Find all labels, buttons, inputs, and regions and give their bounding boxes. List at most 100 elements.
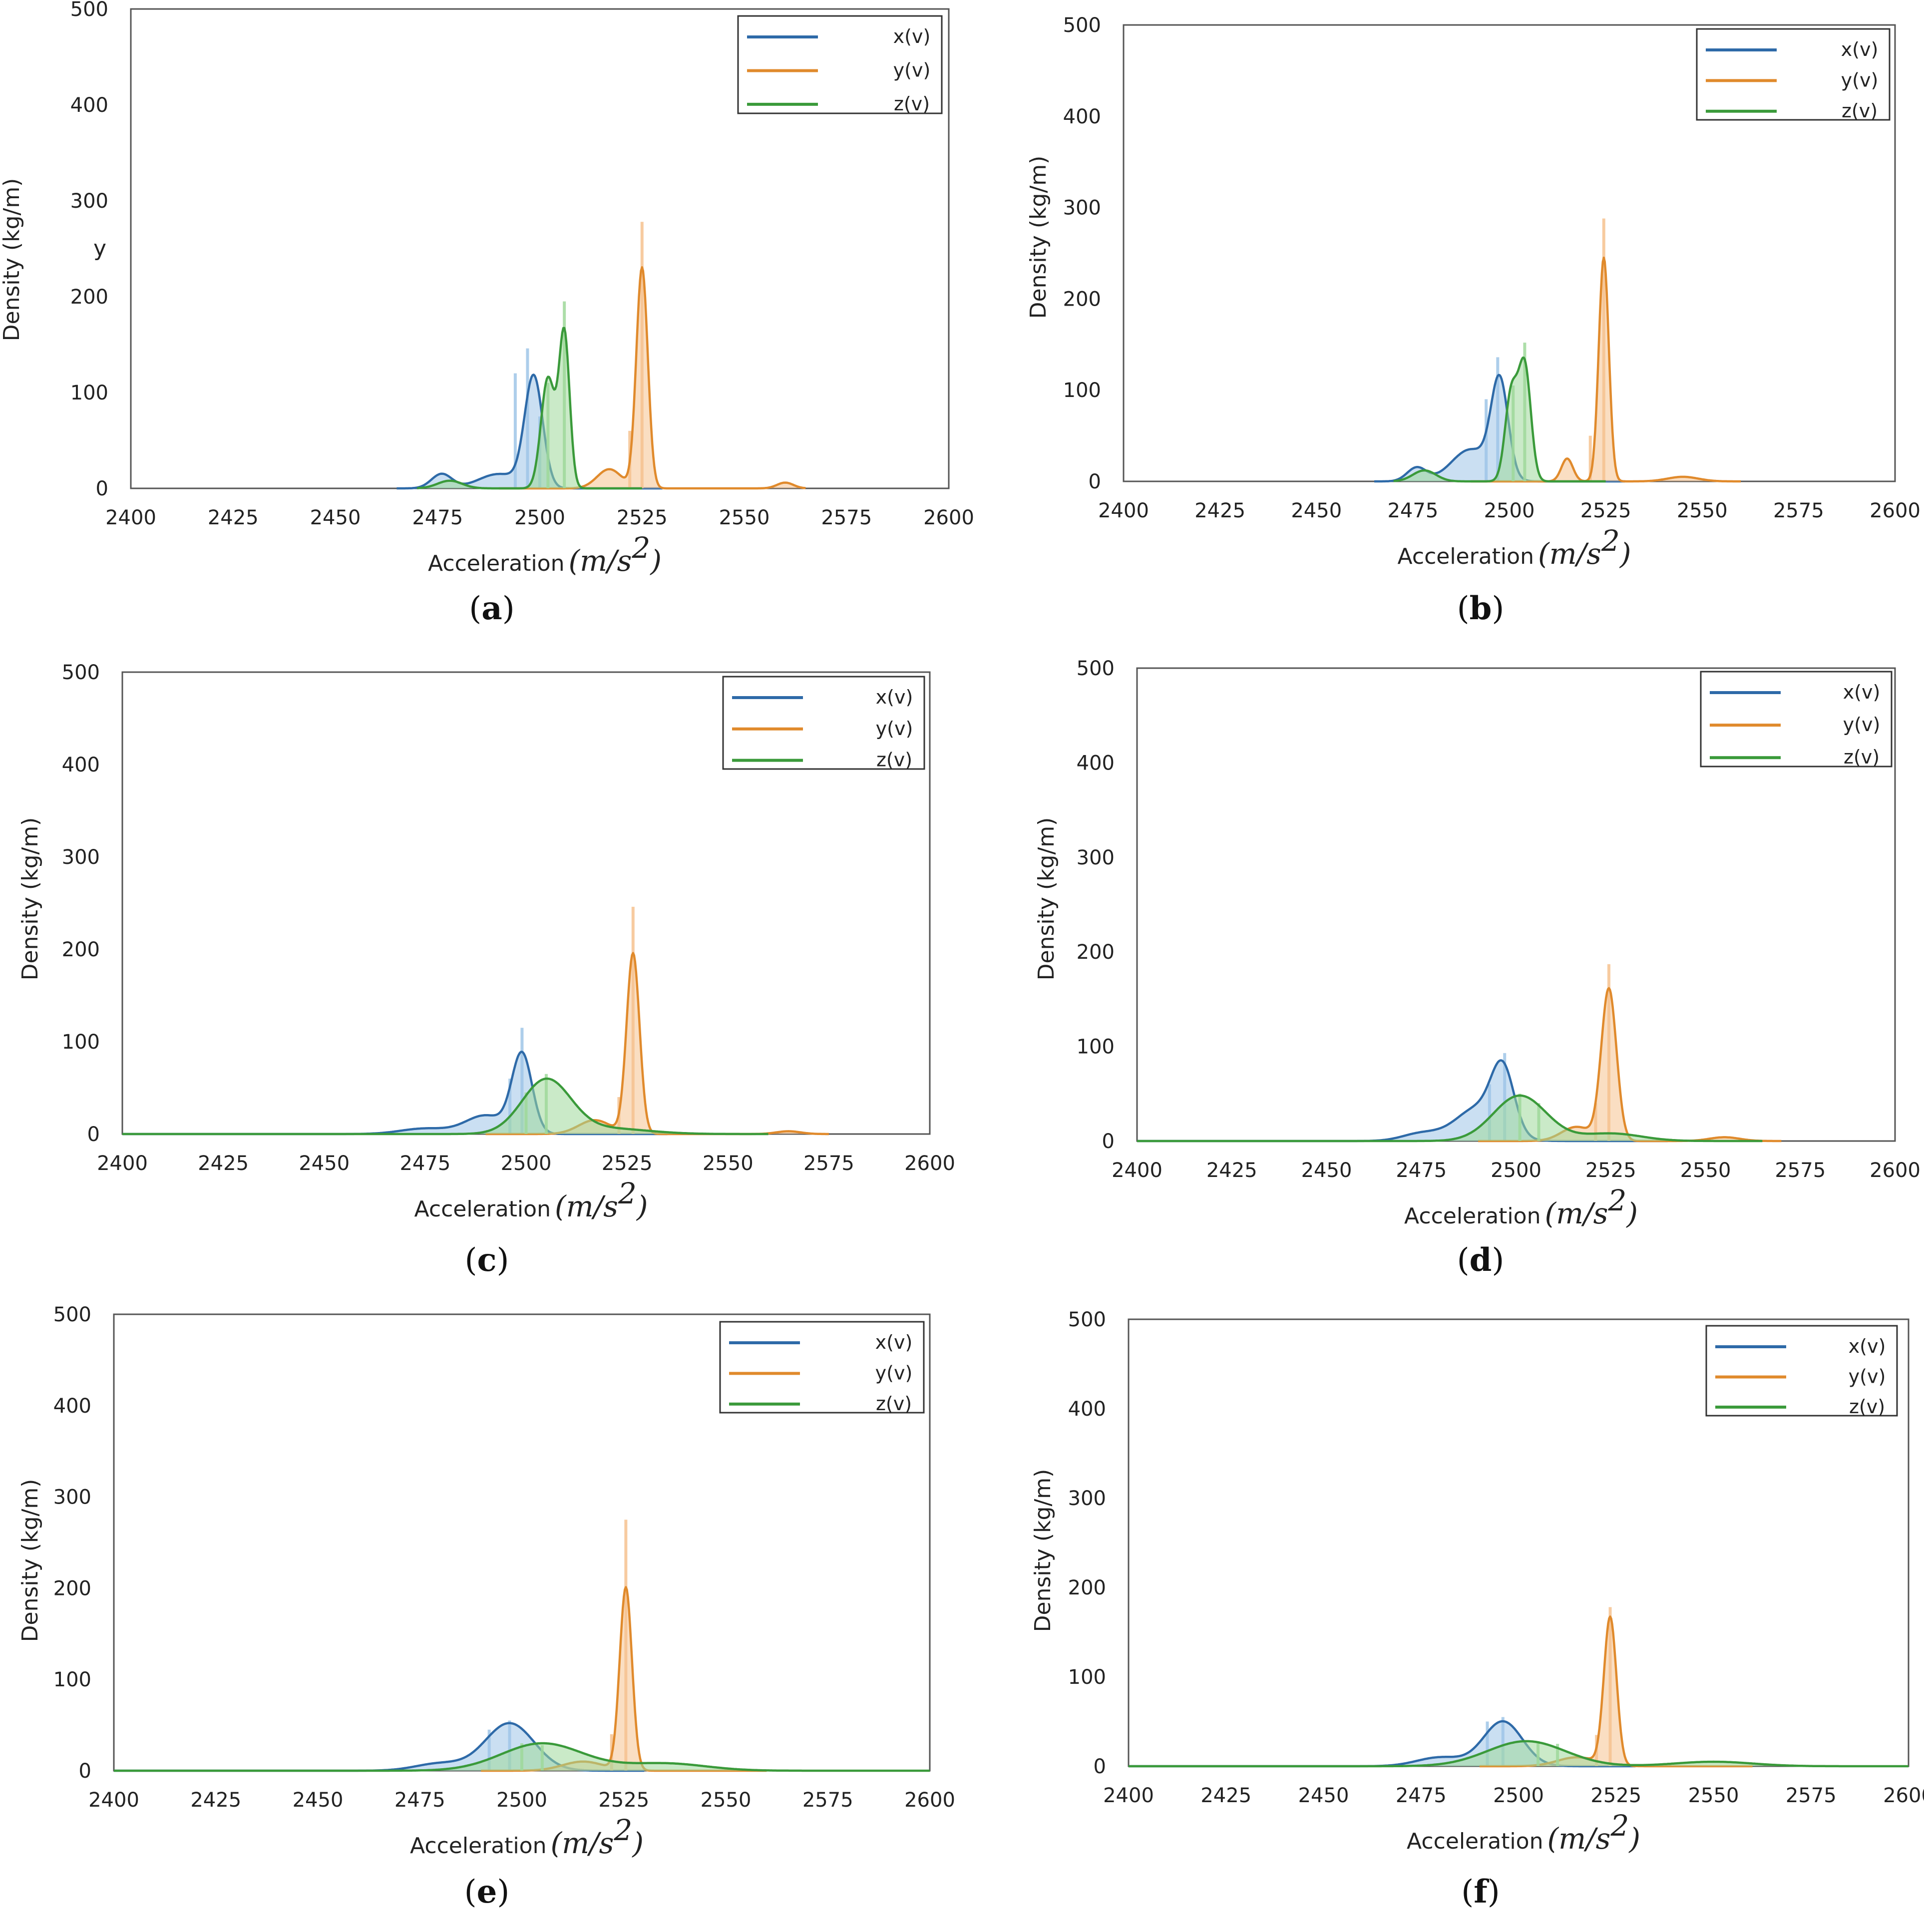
x-axis-label-text: Acceleration (428, 551, 564, 576)
legend-label: z(v) (876, 749, 912, 771)
series-zv (1137, 1094, 1763, 1143)
panel-label-close: ) (496, 1242, 509, 1279)
panel-label-letter: d (1470, 1241, 1492, 1279)
x-axis-unit-sup: 2 (613, 1813, 632, 1847)
kde-area-yv (481, 1587, 767, 1771)
x-tick-label: 2450 (1291, 499, 1342, 522)
legend-label: x(v) (1849, 1335, 1886, 1357)
hist-bar-xv (513, 373, 517, 488)
series-zv (122, 1074, 769, 1136)
x-tick-label: 2450 (1298, 1784, 1349, 1807)
y-tick-label: 400 (70, 94, 108, 117)
y-tick-label: 200 (70, 286, 108, 309)
legend: x(v) y(v) z(v) (1700, 671, 1893, 768)
x-axis-unit: (m/s (568, 544, 632, 578)
y-tick-label: 0 (79, 1760, 91, 1783)
legend-frame (1696, 28, 1891, 121)
x-tick-label: 2425 (1200, 1784, 1251, 1807)
y-tick-label: 400 (53, 1395, 91, 1418)
x-tick-label: 2550 (701, 1789, 752, 1812)
legend-frame (1700, 671, 1893, 768)
kde-line-zv (1393, 356, 1606, 483)
x-axis-unit: (m/s (1538, 537, 1601, 571)
panel-label-letter: c (477, 1241, 497, 1279)
hist-bar-yv (1588, 435, 1592, 481)
panel-b: 2400 2425 2450 2475 2500 2525 2550 2575 26000100… (1026, 14, 1921, 627)
x-tick-label: 2425 (198, 1152, 249, 1175)
y-tick-label: 200 (53, 1577, 91, 1600)
kde-line-zv (1128, 1740, 1909, 1768)
x-tick-label: 2425 (1194, 499, 1245, 522)
x-tick-label: 2500 (501, 1152, 552, 1175)
x-tick-label: 2450 (310, 506, 361, 529)
x-tick-label: 2450 (293, 1789, 344, 1812)
y-tick-label: 500 (62, 661, 100, 684)
legend-frame (1705, 1325, 1898, 1417)
x-tick-label: 2550 (719, 506, 770, 529)
panel-e: 2400 2425 2450 2475 2500 2525 2550 2575 26000100… (17, 1303, 955, 1911)
panel-label-open: ( (1461, 1874, 1474, 1911)
y-tick-label: 500 (70, 0, 108, 21)
x-tick-label: 2575 (1773, 499, 1824, 522)
x-tick-label: 2475 (394, 1789, 445, 1812)
x-tick-label: 2525 (1590, 1784, 1641, 1807)
panel-label-close: ) (1488, 1874, 1500, 1911)
x-axis-label: Acceleration (m/s2) (410, 1813, 644, 1860)
y-tick-label: 100 (1077, 1036, 1115, 1059)
x-axis-unit: (m/s (1544, 1196, 1608, 1230)
y-tick-label: 100 (70, 382, 108, 404)
x-tick-label: 2400 (105, 506, 156, 529)
x-tick-label: 2600 (1870, 499, 1921, 522)
y-tick-label: 0 (96, 477, 108, 500)
x-tick-label: 2400 (88, 1789, 139, 1812)
kde-area-xv (1374, 375, 1625, 481)
x-tick-label: 2525 (598, 1789, 649, 1812)
x-tick-label: 2600 (923, 506, 974, 529)
legend-label: z(v) (1849, 1396, 1885, 1418)
x-tick-label: 2525 (1580, 499, 1631, 522)
y-tick-label: 400 (1068, 1398, 1106, 1421)
x-axis-unit: (m/s (550, 1826, 614, 1860)
panel-label-letter: f (1474, 1873, 1489, 1911)
x-tick-label: 2475 (399, 1152, 450, 1175)
legend-label: y(v) (876, 718, 913, 740)
x-axis-label-text: Acceleration (410, 1833, 546, 1859)
x-tick-label: 2550 (1688, 1784, 1739, 1807)
x-tick-label: 2475 (1396, 1159, 1447, 1182)
y-tick-label: 100 (1063, 379, 1101, 402)
y-axis-label: Density (kg/m) (1030, 1469, 1056, 1632)
y-tick-label: 0 (1094, 1755, 1106, 1778)
panel-label: (f) (1461, 1873, 1500, 1911)
x-tick-label: 2400 (1098, 499, 1149, 522)
x-axis-unit-close: ) (631, 1826, 644, 1860)
y-tick-label: 400 (1063, 105, 1101, 128)
x-tick-label: 2425 (208, 506, 259, 529)
x-tick-label: 2575 (802, 1789, 853, 1812)
panel-a: 2400 2425 2450 2475 2500 2525 2550 2575 26000100… (0, 0, 974, 627)
y-tick-label: 300 (1077, 846, 1115, 869)
legend: x(v) y(v) z(v) (1696, 28, 1891, 122)
y-tick-label: 300 (53, 1486, 91, 1509)
y-axis-label: Density (kg/m) (1026, 156, 1051, 319)
x-axis-unit-sup: 2 (1601, 524, 1620, 558)
panel-label-open: ( (465, 1242, 477, 1279)
x-tick-label: 2575 (1775, 1159, 1826, 1182)
y-tick-label: 200 (1068, 1576, 1106, 1599)
y-tick-label: 300 (70, 190, 108, 213)
x-tick-label: 2500 (496, 1789, 547, 1812)
x-tick-label: 2500 (1493, 1784, 1544, 1807)
x-tick-label: 2475 (412, 506, 463, 529)
panel-label-letter: a (481, 590, 502, 627)
kde-line-zv (113, 1742, 930, 1772)
x-axis-unit: (m/s (1547, 1822, 1610, 1856)
panel-d: 2400 2425 2450 2475 2500 2525 2550 2575 26000100… (1034, 657, 1921, 1279)
panel-label: (d) (1457, 1241, 1505, 1279)
y-axis-label: Density (kg/m) (17, 1479, 43, 1642)
x-tick-label: 2500 (1484, 499, 1535, 522)
x-tick-label: 2550 (703, 1152, 754, 1175)
x-axis-unit-sup: 2 (1607, 1183, 1626, 1217)
series-zv (1128, 1740, 1909, 1768)
x-tick-label: 2575 (821, 506, 872, 529)
panel-label-close: ) (1492, 590, 1504, 627)
